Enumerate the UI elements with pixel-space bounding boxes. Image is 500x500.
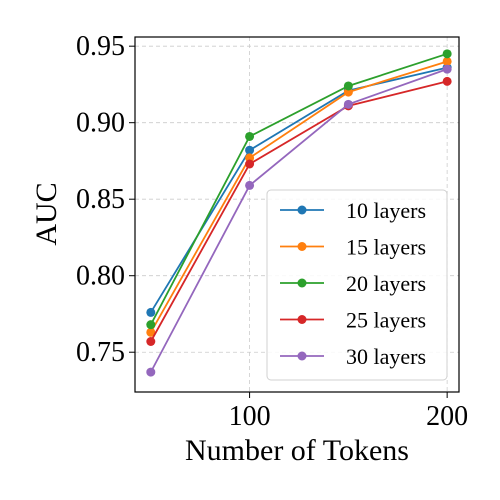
y-tick-label: 0.95 <box>76 31 125 62</box>
data-point-20-layers <box>146 320 156 330</box>
legend-label: 15 layers <box>346 235 426 260</box>
series-30-layers <box>146 64 452 377</box>
series-line-25-layers <box>150 80 448 342</box>
data-point-25-layers <box>146 337 156 347</box>
data-point-30-layers <box>245 180 255 190</box>
data-point-15-layers <box>146 327 156 337</box>
data-point-20-layers <box>343 81 353 91</box>
series-20-layers <box>146 49 452 330</box>
x-axis-title: Number of Tokens <box>185 434 409 467</box>
y-tick-label: 0.80 <box>76 261 125 292</box>
data-point-25-layers <box>245 159 255 169</box>
data-point-25-layers <box>442 76 452 86</box>
series-line-15-layers <box>150 60 448 333</box>
legend-item-15-layers: 15 layers <box>280 235 426 260</box>
tick-labels: 0.75 0.80 0.85 0.90 0.95 100 200 <box>76 31 468 432</box>
legend-box <box>266 189 448 381</box>
y-tick-label: 0.90 <box>76 108 125 139</box>
series-line-30-layers <box>150 68 448 373</box>
y-tick-label: 0.85 <box>76 184 125 215</box>
data-point-30-layers <box>146 367 156 377</box>
legend-item-30-layers: 30 layers <box>280 344 426 369</box>
data-point-10-layers <box>146 307 156 317</box>
data-point-30-layers <box>343 99 353 109</box>
axis-ticks <box>129 45 448 398</box>
y-tick-label: 0.75 <box>76 337 125 368</box>
legend: 10 layers 15 layers 20 layers 25 layers 30 l… <box>266 189 448 381</box>
data-point-20-layers <box>245 131 255 141</box>
data-point-20-layers <box>442 49 452 59</box>
data-point-30-layers <box>442 64 452 74</box>
plot-frame <box>134 36 460 393</box>
legend-label: 25 layers <box>346 308 426 333</box>
series-layer <box>146 49 452 377</box>
legend-label: 20 layers <box>346 271 426 296</box>
data-point-15-layers <box>442 56 452 66</box>
x-tick-label: 100 <box>229 401 271 432</box>
series-line-20-layers <box>150 52 448 326</box>
legend-item-20-layers: 20 layers <box>280 271 426 296</box>
x-tick-label: 200 <box>426 401 468 432</box>
y-axis-title: AUC <box>30 182 63 245</box>
legend-marker <box>297 205 307 215</box>
legend-marker <box>297 242 307 251</box>
legend-item-25-layers: 25 layers <box>280 308 426 333</box>
legend-label: 30 layers <box>346 344 426 369</box>
legend-marker <box>297 351 307 361</box>
legend-label: 10 layers <box>346 198 426 223</box>
legend-marker <box>297 315 307 324</box>
legend-marker <box>297 278 307 288</box>
legend-item-10-layers: 10 layers <box>280 198 426 223</box>
data-point-10-layers <box>245 145 255 155</box>
